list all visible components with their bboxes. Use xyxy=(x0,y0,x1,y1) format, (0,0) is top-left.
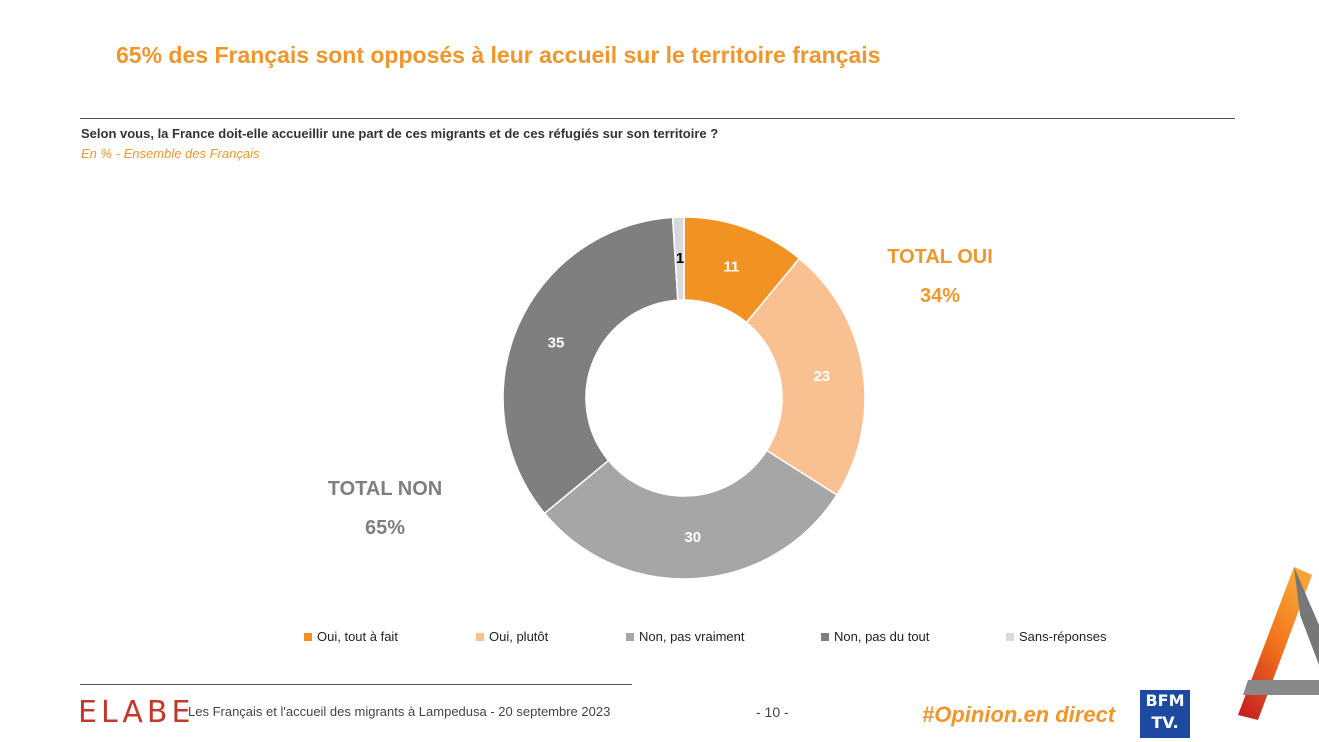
legend-swatch xyxy=(626,632,634,641)
total-non-annotation: TOTAL NON 65% xyxy=(300,478,470,540)
legend-item-oui-plutot: Oui, plutôt xyxy=(476,629,548,644)
data-label-sans-reponses: 1 xyxy=(676,250,684,267)
data-label-oui-plutot: 23 xyxy=(813,368,830,385)
total-oui-value: 34% xyxy=(919,285,961,307)
title-divider xyxy=(80,118,1235,119)
legend-item-non-pas-vraiment: Non, pas vraiment xyxy=(626,629,745,644)
legend-item-sans-reponses: Sans-réponses xyxy=(1006,629,1106,644)
data-label-non-pas-vraiment: 30 xyxy=(684,529,701,546)
total-non-value: 65% xyxy=(364,517,406,539)
legend-swatch xyxy=(821,632,829,641)
elabe-logo: ELABE xyxy=(78,695,195,730)
legend-label: Oui, tout à fait xyxy=(317,629,398,644)
slice-non-pas-du-tout xyxy=(502,216,679,515)
legend-label: Non, pas du tout xyxy=(834,629,930,644)
legend-swatch xyxy=(304,632,312,641)
slice-sans-reponses xyxy=(671,216,685,301)
data-label-non-pas-du-tout: 35 xyxy=(548,335,565,352)
total-oui-annotation: TOTAL OUI 34% xyxy=(860,246,1020,308)
legend-label: Oui, plutôt xyxy=(489,629,549,644)
data-label-oui-tout-a-fait: 11 xyxy=(723,259,739,276)
legend-swatch xyxy=(476,632,484,641)
total-oui-label: TOTAL OUI xyxy=(887,246,993,268)
elabe-a-logo-icon xyxy=(1238,567,1319,720)
legend-item-oui-tout-a-fait: Oui, tout à fait xyxy=(304,629,398,644)
footer-text: Les Français et l'accueil des migrants à… xyxy=(188,704,611,719)
slice-non-pas-vraiment xyxy=(543,449,838,580)
footer-divider xyxy=(80,684,632,685)
slice-oui-plutot xyxy=(745,257,866,497)
legend-swatch xyxy=(1006,632,1014,641)
bfm-logo-line2: TV. xyxy=(1151,713,1179,732)
legend-label: Sans-réponses xyxy=(1019,629,1107,644)
legend-item-non-pas-du-tout: Non, pas du tout xyxy=(821,629,929,644)
hashtag-opinion: #Opinion.en direct xyxy=(922,702,1116,727)
bfm-logo-line1: BFM xyxy=(1145,691,1185,710)
page-number: - 10 - xyxy=(756,704,789,720)
page-title: 65% des Français sont opposés à leur acc… xyxy=(116,42,881,68)
total-non-label: TOTAL NON xyxy=(327,478,443,500)
legend-label: Non, pas vraiment xyxy=(639,629,745,644)
survey-question: Selon vous, la France doit-elle accueill… xyxy=(81,126,719,141)
chart-legend: Oui, tout à fait Oui, plutôt Non, pas vr… xyxy=(0,629,1319,647)
bfmtv-logo: BFM TV. xyxy=(1140,690,1190,738)
chart-subtitle: En % - Ensemble des Français xyxy=(81,146,260,161)
